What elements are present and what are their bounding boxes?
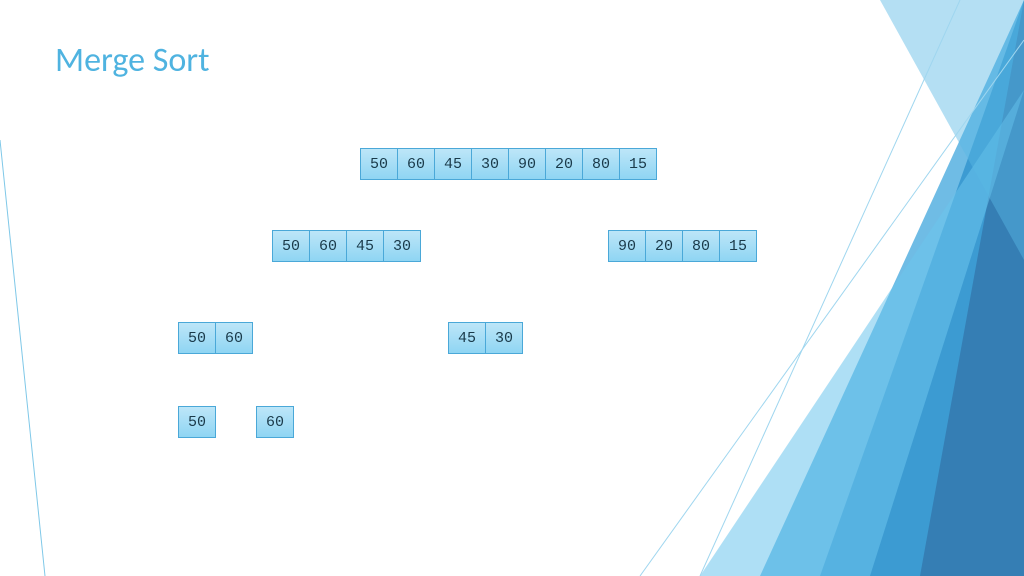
array-level0: 5060453090208015	[360, 148, 657, 180]
array-cell: 45	[434, 148, 472, 180]
array-cell: 20	[545, 148, 583, 180]
array-cell: 20	[645, 230, 683, 262]
array-level3-a: 50	[178, 406, 216, 438]
array-cell: 15	[619, 148, 657, 180]
array-level3-b: 60	[256, 406, 294, 438]
array-cell: 50	[178, 406, 216, 438]
array-cell: 45	[346, 230, 384, 262]
array-level2-a: 5060	[178, 322, 253, 354]
array-cell: 90	[608, 230, 646, 262]
array-cell: 30	[383, 230, 421, 262]
array-cell: 50	[272, 230, 310, 262]
array-cell: 80	[582, 148, 620, 180]
diagram-area: 5060453090208015506045309020801550604530…	[0, 0, 1024, 576]
array-cell: 60	[397, 148, 435, 180]
array-cell: 50	[360, 148, 398, 180]
array-level1-left: 50604530	[272, 230, 421, 262]
array-cell: 60	[256, 406, 294, 438]
array-cell: 45	[448, 322, 486, 354]
array-level2-b: 4530	[448, 322, 523, 354]
array-cell: 15	[719, 230, 757, 262]
array-cell: 30	[471, 148, 509, 180]
array-cell: 90	[508, 148, 546, 180]
array-level1-right: 90208015	[608, 230, 757, 262]
array-cell: 30	[485, 322, 523, 354]
array-cell: 60	[309, 230, 347, 262]
array-cell: 60	[215, 322, 253, 354]
array-cell: 50	[178, 322, 216, 354]
array-cell: 80	[682, 230, 720, 262]
